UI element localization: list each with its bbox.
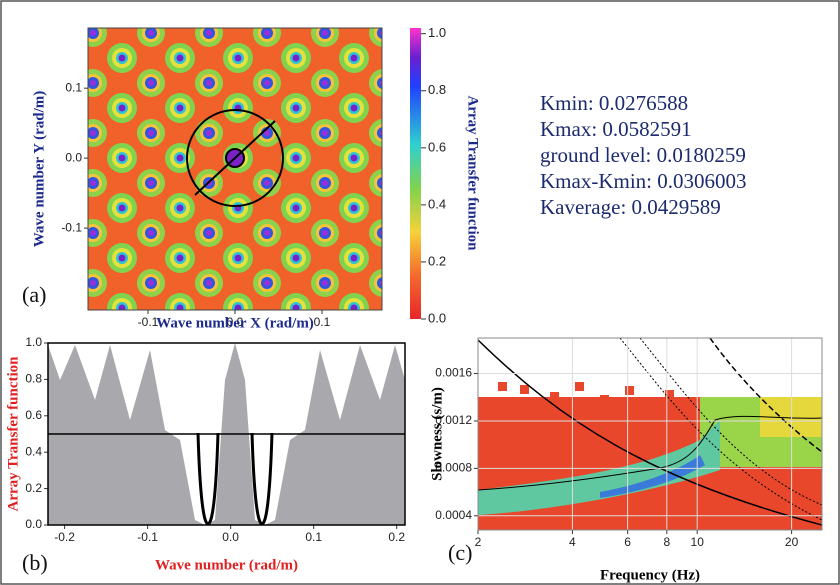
x-axis-label: Wave number X (rad/m) — [156, 315, 314, 331]
x-tick-label: 0.1 — [314, 315, 331, 329]
y-tick-label: 0.8 — [25, 372, 42, 386]
x-tick-label: 10 — [691, 535, 705, 549]
annotation: ground level: 0.0180259 — [540, 143, 746, 167]
colorbar-label: Array Transfer function — [465, 96, 481, 252]
annotation: Kmax-Kmin: 0.0306003 — [540, 169, 746, 193]
x-tick-label: 20 — [785, 535, 799, 549]
x-tick-label: -0.2 — [54, 530, 75, 544]
dispersion-texture — [478, 338, 822, 530]
x-tick-label: -0.1 — [138, 315, 159, 329]
x-tick-label: -0.1 — [137, 530, 158, 544]
y-tick-label: 0.0008 — [435, 461, 472, 475]
panel-label: (b) — [22, 550, 48, 575]
x-tick-label: 0.0 — [222, 530, 239, 544]
x-tick-label: 4 — [569, 535, 576, 549]
y-tick-label: 0.0004 — [435, 508, 472, 522]
panel-label: (c) — [448, 540, 472, 565]
y-tick-label: 0.0016 — [435, 366, 472, 380]
x-tick-label: 8 — [663, 535, 670, 549]
plot-frame — [87, 27, 383, 311]
x-tick-label: 2 — [475, 535, 482, 549]
y-tick-label: 0.1 — [65, 80, 82, 94]
x-tick-label: 0.1 — [305, 530, 322, 544]
x-axis-label: Frequency (Hz) — [600, 567, 700, 583]
annotation: Kaverage: 0.0429589 — [540, 195, 721, 219]
y-tick-label: 0.0012 — [435, 413, 472, 427]
colorbar-tick-label: 0.4 — [428, 196, 446, 211]
y-axis-label: Slowness (s/m) — [429, 387, 445, 481]
colorbar-tick-label: 0.0 — [428, 310, 446, 325]
y-tick-label: -0.1 — [61, 220, 82, 234]
y-tick-label: 0.0 — [65, 150, 82, 164]
colorbar-tick-label: 0.6 — [428, 139, 446, 154]
x-tick-label: 0.0 — [227, 315, 244, 329]
y-tick-label: 0.2 — [25, 481, 42, 495]
x-tick-label: 6 — [624, 535, 631, 549]
panel-label: (a) — [22, 282, 46, 307]
annotation: Kmin: 0.0276588 — [540, 91, 688, 115]
y-tick-label: 0.4 — [25, 444, 42, 458]
y-tick-label: 0.6 — [25, 408, 42, 422]
colorbar-tick-label: 0.8 — [428, 82, 446, 97]
plot-frame — [477, 337, 823, 531]
y-tick-label: 1.0 — [25, 335, 42, 349]
y-tick-label: 0.0 — [25, 517, 42, 531]
colorbar-tick-label: 1.0 — [428, 25, 446, 40]
y-axis-label: Wave number Y (rad/m) — [31, 91, 47, 248]
x-axis-label: Wave number (rad/m) — [155, 557, 298, 573]
x-tick-label: 0.2 — [388, 530, 405, 544]
colorbar — [410, 28, 421, 319]
colorbar-tick-label: 0.2 — [428, 253, 446, 268]
y-axis-label: Array Transfer function — [5, 356, 21, 512]
annotation: Kmax: 0.0582591 — [540, 117, 692, 141]
heatmap-texture — [88, 28, 382, 310]
